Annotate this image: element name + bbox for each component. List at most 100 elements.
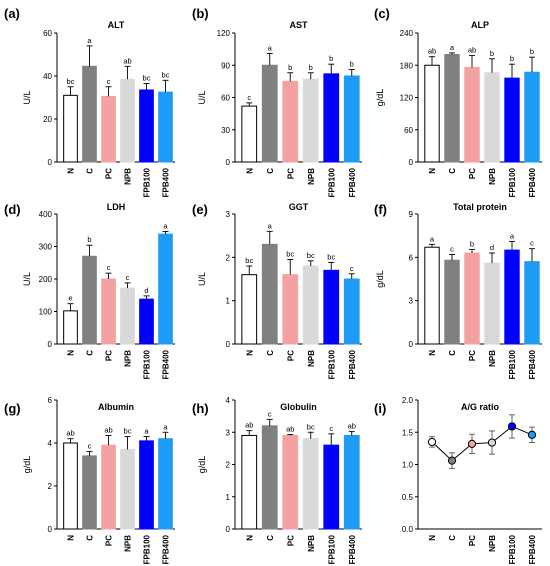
x-tick-label: C — [266, 350, 275, 356]
panel-b: (b) AST U/L 0 30 60 90 120 N C PC NPB FPB100 FPB400 c a… — [192, 6, 362, 197]
x-tick-label: PC — [468, 168, 477, 179]
panel-label: (g) — [4, 401, 21, 416]
x-tick-label: FPB100 — [143, 534, 152, 564]
significance-letter: a — [87, 36, 92, 45]
point-C — [447, 456, 457, 465]
x-tick-label: NPB — [307, 168, 316, 185]
point-NPB — [487, 438, 497, 447]
panel-e: (e) GGT U/L 0 1 2 3 N C PC NPB FPB100 FPB400 bc a bc bc b… — [192, 202, 362, 379]
bar-N — [241, 105, 258, 163]
bar-FPB400 — [524, 71, 540, 163]
bar-C — [444, 54, 460, 163]
x-tick-label: FPB400 — [528, 349, 537, 379]
panel-a: (a) ALT U/L 0 20 40 60 N C PC NPB FPB100 FPB400 bc a c a… — [4, 6, 175, 197]
y-tick-label: 3 — [226, 210, 231, 219]
bar-N — [424, 64, 440, 163]
bar-FPB100 — [504, 249, 520, 345]
panel-d: (d) LDH U/L 0 100 200 300 400 N C PC NPB FPB100 FPB40… — [4, 202, 175, 379]
x-tick-label: NPB — [488, 535, 497, 552]
x-tick-label: FPB400 — [348, 349, 357, 379]
point-PC — [467, 439, 477, 448]
x-tick-label: FPB400 — [528, 167, 537, 197]
x-tick-label: PC — [105, 168, 114, 179]
bar-FPB100 — [139, 89, 154, 163]
bar-N — [241, 274, 258, 345]
significance-letter: bc — [124, 427, 132, 436]
y-tick-label: 4 — [226, 396, 231, 405]
x-tick-label: C — [448, 350, 457, 356]
bar-C — [82, 455, 97, 530]
x-tick-label: N — [67, 350, 76, 356]
chart-title: LDH — [107, 202, 126, 212]
significance-letter: c — [350, 264, 354, 273]
y-tick-label: 0.5 — [402, 493, 414, 502]
bar-NPB — [120, 78, 135, 163]
y-axis-label: U/L — [22, 272, 32, 286]
chart-title: A/G ratio — [461, 402, 500, 412]
bar-FPB400 — [343, 278, 360, 345]
y-axis-label: g/dL — [375, 270, 385, 288]
significance-letter: ab — [104, 425, 112, 434]
y-tick-label: 0 — [48, 158, 53, 167]
bar-FPB400 — [158, 233, 173, 345]
bar-FPB400 — [343, 434, 360, 530]
y-tick-label: 6 — [48, 396, 53, 405]
y-tick-label: 60 — [43, 29, 52, 38]
chart-title: Globulin — [280, 402, 317, 412]
panel-label: (a) — [4, 6, 20, 21]
x-tick-label: FPB100 — [327, 349, 336, 379]
y-tick-label: 40 — [43, 72, 52, 81]
significance-letter: d — [490, 243, 494, 252]
y-tick-label: 120 — [400, 94, 414, 103]
bar-C — [261, 243, 278, 345]
bar-FPB400 — [524, 261, 540, 345]
x-tick-label: NPB — [488, 350, 497, 367]
bar-PC — [101, 278, 116, 345]
x-tick-label: FPB100 — [508, 167, 517, 197]
y-tick-label: 60 — [221, 94, 230, 103]
bar-PC — [464, 66, 480, 163]
panel-i: (i) A/G ratio 0.0 0.5 1.0 1.5 2.0 N C PC NPB FPB100… — [374, 396, 542, 564]
y-tick-label: 1 — [226, 493, 231, 502]
x-tick-label: N — [245, 168, 254, 174]
x-tick-label: NPB — [307, 535, 316, 552]
bar-N — [63, 310, 78, 345]
panel-label: (b) — [192, 6, 209, 21]
significance-letter: c — [126, 273, 130, 282]
significance-letter: c — [88, 442, 92, 451]
point-FPB100 — [507, 422, 517, 431]
chart-title: GGT — [289, 202, 309, 212]
x-tick-label: FPB100 — [143, 349, 152, 379]
significance-letter: a — [144, 427, 149, 436]
bar-N — [424, 246, 440, 345]
panel-label: (h) — [192, 401, 209, 416]
significance-letter: c — [107, 77, 111, 86]
y-tick-label: 400 — [39, 210, 53, 219]
y-tick-label: 0 — [48, 340, 53, 349]
bar-FPB400 — [158, 438, 173, 530]
y-tick-label: 2 — [226, 461, 231, 470]
x-tick-label: PC — [468, 535, 477, 546]
panel-label: (i) — [374, 401, 386, 416]
significance-letter: b — [490, 49, 494, 58]
x-tick-label: PC — [286, 350, 295, 361]
bar-C — [82, 65, 97, 163]
bar-NPB — [120, 287, 135, 345]
x-tick-label: FPB400 — [162, 534, 171, 564]
bar-PC — [282, 80, 299, 163]
bar-PC — [101, 95, 116, 163]
bar-NPB — [302, 438, 319, 530]
y-tick-label: 240 — [400, 29, 414, 38]
panel-c: (c) ALP g/dL 0 60 120 180 240 N C PC NPB FPB100 FPB40… — [374, 6, 542, 197]
y-tick-label: 1.0 — [402, 461, 414, 470]
significance-letter: bc — [245, 256, 253, 265]
y-tick-label: 1 — [226, 297, 231, 306]
bar-C — [444, 259, 460, 345]
point-N — [427, 437, 437, 447]
panel-label: (e) — [192, 202, 208, 217]
y-tick-label: 2 — [226, 253, 231, 262]
y-tick-label: 0 — [409, 158, 414, 167]
y-axis-label: g/dL — [22, 456, 32, 474]
